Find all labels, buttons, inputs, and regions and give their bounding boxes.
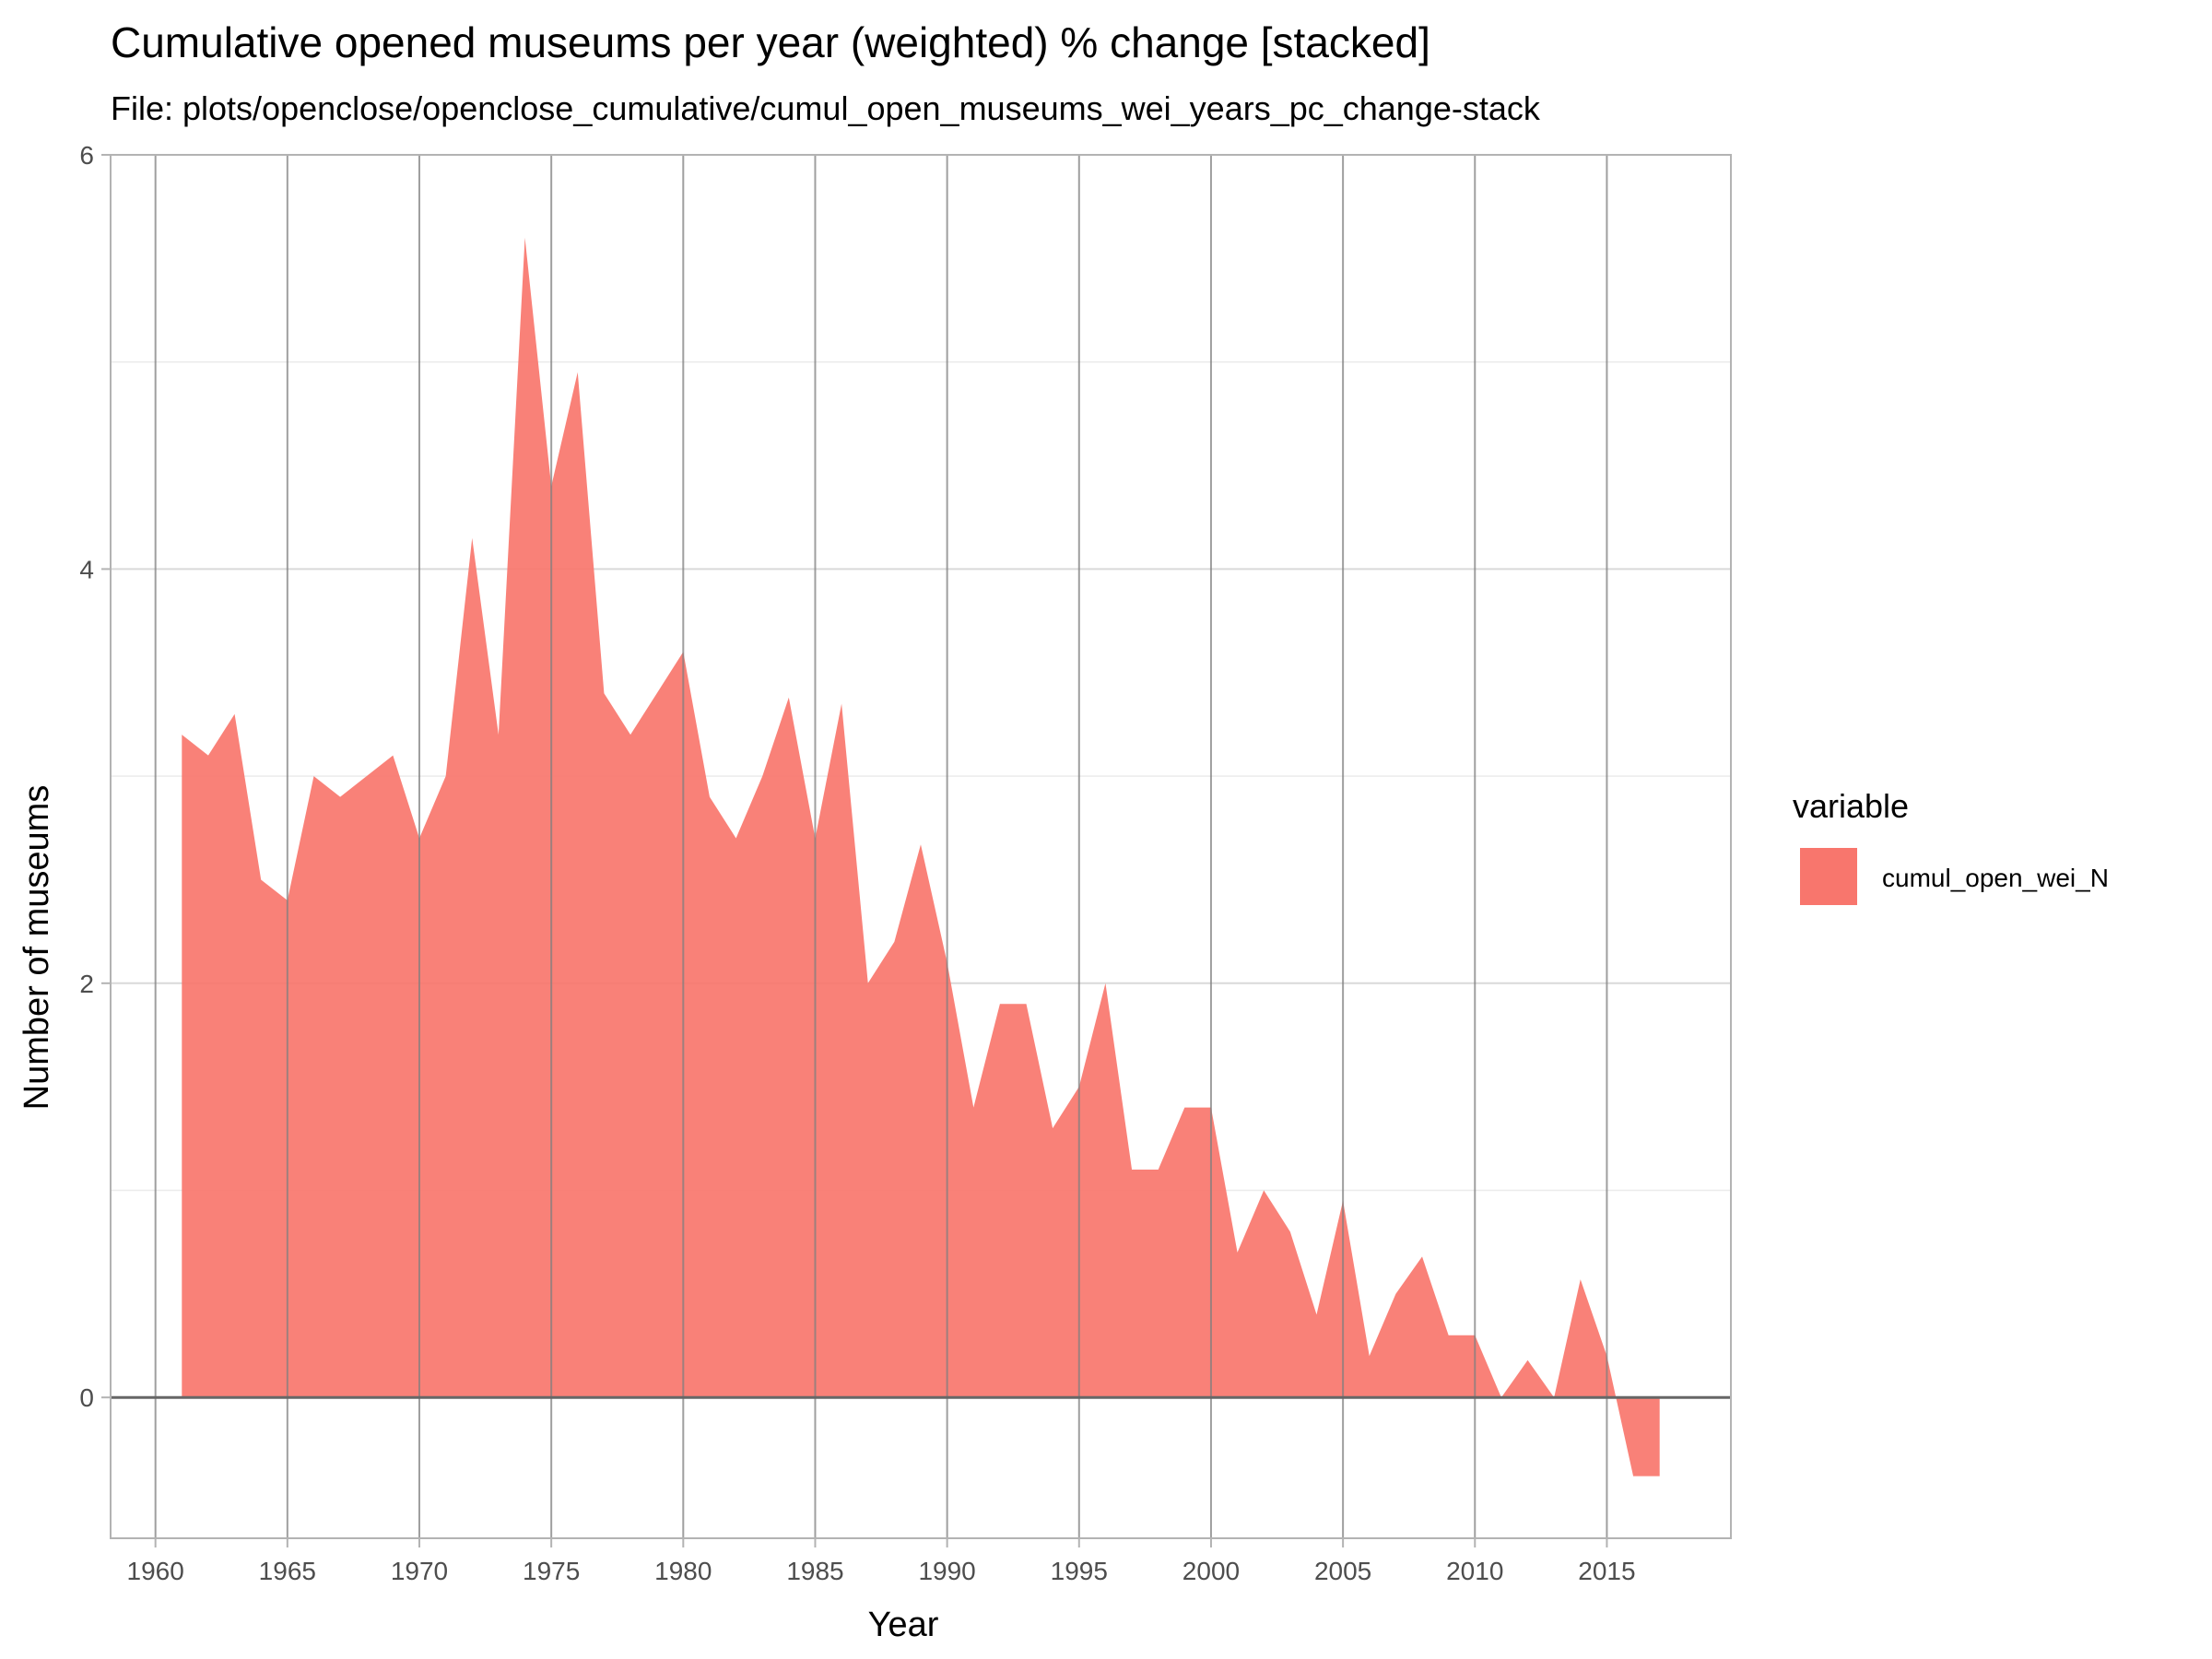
y-tick-label: 0 <box>79 1383 94 1412</box>
y-tick-label: 6 <box>79 141 94 170</box>
x-axis: 1960 1965 1970 1975 1980 1985 1990 1995 2000 2005… <box>127 1538 1636 1585</box>
y-axis-title: Number of museums <box>18 785 56 1111</box>
y-tick-label: 2 <box>79 970 94 998</box>
y-axis: 0 2 4 6 <box>79 141 111 1412</box>
legend-key-cumul-open-wei-n <box>1800 848 1857 905</box>
area-series-cumul-open-wei-n <box>182 237 1660 1477</box>
x-tick-label: 1990 <box>918 1557 975 1585</box>
chart-subtitle: File: plots/openclose/openclose_cumulati… <box>111 89 1541 127</box>
x-tick-label: 1975 <box>523 1557 580 1585</box>
x-tick-label: 2000 <box>1182 1557 1240 1585</box>
legend-title: variable <box>1793 787 1909 825</box>
x-axis-title: Year <box>868 1606 939 1644</box>
x-tick-label: 2010 <box>1446 1557 1503 1585</box>
x-tick-label: 1960 <box>127 1557 184 1585</box>
x-tick-label: 1965 <box>259 1557 316 1585</box>
area-layer <box>182 237 1660 1477</box>
x-tick-label: 1985 <box>786 1557 843 1585</box>
chart-title: Cumulative opened museums per year (weig… <box>111 18 1430 66</box>
vertical-gridlines <box>154 155 1608 1538</box>
x-tick-label: 2015 <box>1578 1557 1635 1585</box>
legend: variable cumul_open_wei_N <box>1793 787 2109 905</box>
x-tick-label: 1980 <box>654 1557 712 1585</box>
x-tick-label: 1970 <box>391 1557 448 1585</box>
x-tick-label: 2005 <box>1314 1557 1371 1585</box>
panel-border <box>110 154 1732 1539</box>
x-tick-label: 1995 <box>1051 1557 1108 1585</box>
y-tick-label: 4 <box>79 555 94 583</box>
legend-label-cumul-open-wei-n: cumul_open_wei_N <box>1882 864 2109 892</box>
